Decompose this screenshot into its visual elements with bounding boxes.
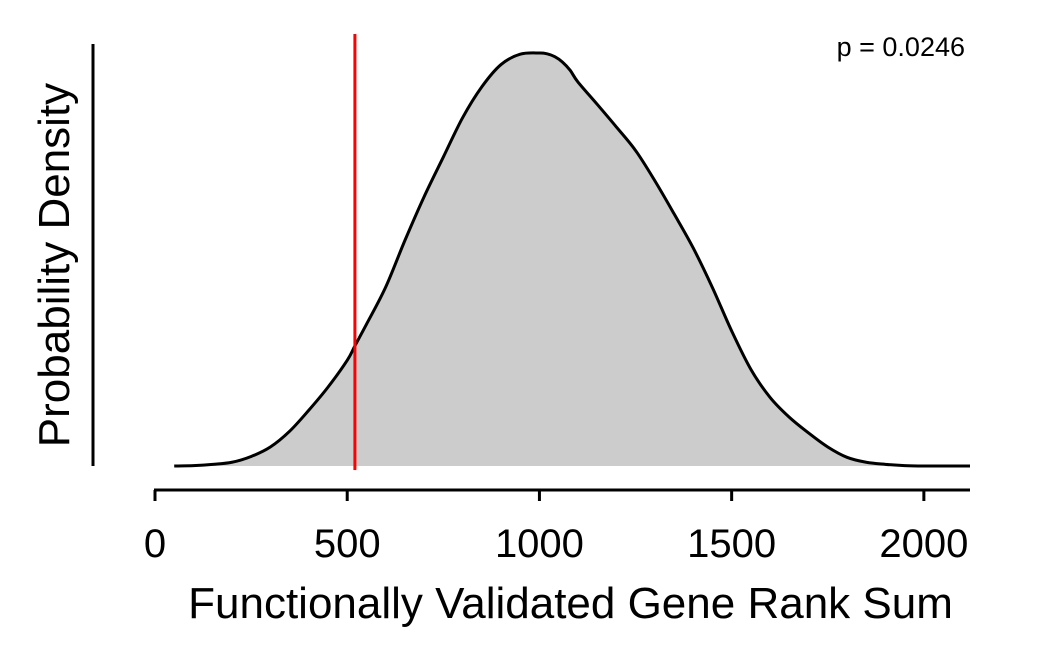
plot-area [174, 34, 971, 470]
x-tick-label: 500 [314, 522, 381, 566]
x-axis-ticks: 0 500 1000 1500 2000 [144, 490, 968, 566]
x-tick-label: 1500 [687, 522, 776, 566]
p-value-annotation: p = 0.0246 [837, 32, 965, 62]
x-tick-label: 1000 [495, 522, 584, 566]
x-axis-title: Functionally Validated Gene Rank Sum [188, 579, 953, 628]
density-curve [174, 51, 970, 468]
density-fill-area [174, 52, 971, 467]
y-axis-title: Probability Density [30, 83, 79, 447]
x-tick-label: 2000 [879, 522, 968, 566]
x-tick-label: 0 [144, 522, 166, 566]
